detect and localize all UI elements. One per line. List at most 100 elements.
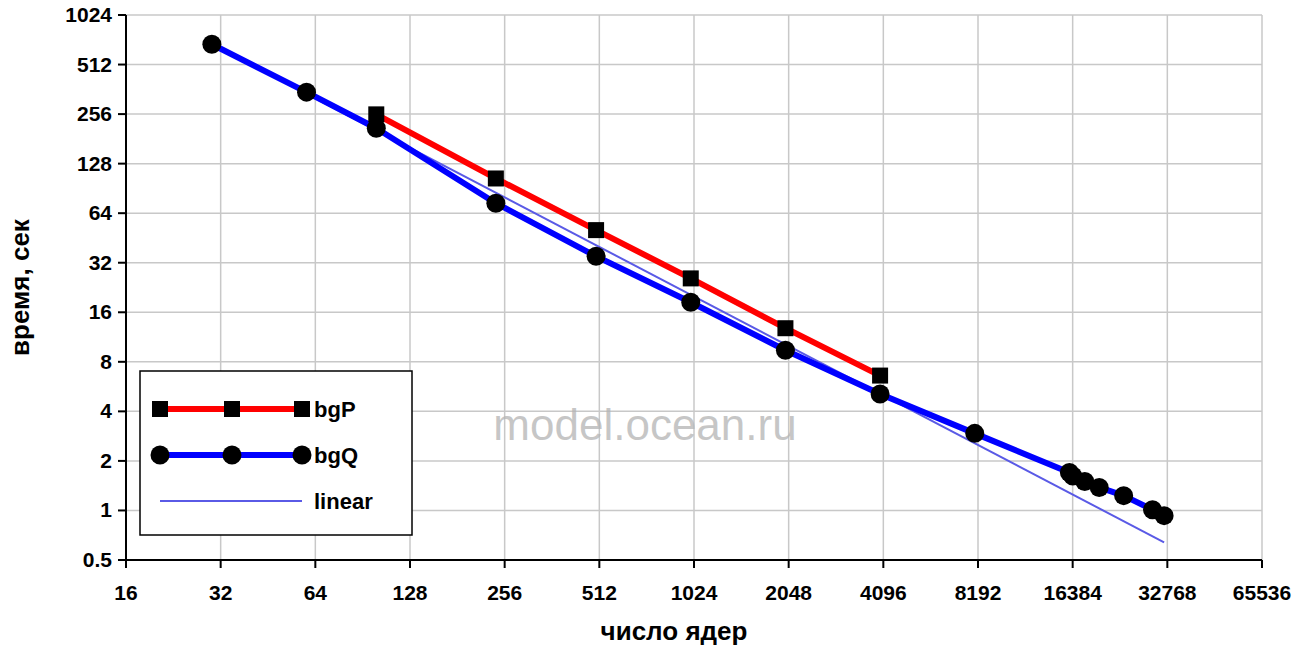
legend-box: [140, 371, 412, 535]
grid-line-y: [126, 14, 1262, 16]
y-tick: [118, 163, 126, 165]
x-tick-label: 8192: [955, 581, 1002, 604]
y-tick: [118, 460, 126, 462]
series-marker: [488, 170, 504, 186]
x-tick: [409, 560, 411, 568]
y-tick: [118, 410, 126, 412]
y-tick: [118, 262, 126, 264]
series-marker: [202, 35, 221, 54]
y-tick-label: 1: [100, 498, 112, 521]
grid-line-y: [126, 64, 1262, 66]
x-tick-label: 32768: [1138, 581, 1197, 604]
x-tick-label: 1024: [671, 581, 718, 604]
y-axis-label: время, сек: [5, 218, 35, 356]
grid-line-x: [693, 15, 695, 560]
legend-line: [160, 500, 302, 502]
x-tick-label: 4096: [860, 581, 907, 604]
grid-line-x: [125, 15, 127, 560]
watermark: model.ocean.ru: [493, 400, 796, 449]
y-tick-label: 16: [89, 300, 112, 323]
grid-line-y: [126, 262, 1262, 264]
series-line: [376, 114, 880, 375]
series-marker: [486, 194, 505, 213]
legend-label: linear: [314, 489, 373, 514]
x-tick: [1261, 560, 1263, 568]
x-tick: [788, 560, 790, 568]
grid-line-x: [1167, 15, 1169, 560]
x-tick: [693, 560, 695, 568]
y-tick-label: 2: [100, 449, 112, 472]
series-marker: [587, 247, 606, 266]
x-tick: [504, 560, 506, 568]
series-marker: [297, 83, 316, 102]
y-tick-label: 32: [89, 251, 112, 274]
y-tick: [118, 14, 126, 16]
y-tick-label: 64: [89, 201, 113, 224]
series-marker: [683, 270, 699, 286]
background: [0, 0, 1302, 650]
legend-marker: [152, 401, 168, 417]
grid-line-x: [599, 15, 601, 560]
legend-marker: [151, 446, 170, 465]
x-tick: [1072, 560, 1074, 568]
grid-line-y: [126, 212, 1262, 214]
x-tick-label: 16: [114, 581, 137, 604]
legend: bgPbgQlinear: [140, 371, 412, 535]
x-tick-label: 512: [582, 581, 617, 604]
legend-marker: [224, 401, 240, 417]
markers: [202, 35, 1173, 525]
series-marker: [1155, 506, 1174, 525]
series-marker: [965, 424, 984, 443]
x-tick-label: 128: [392, 581, 427, 604]
x-tick: [220, 560, 222, 568]
y-tick: [118, 361, 126, 363]
legend-marker: [293, 446, 312, 465]
x-tick-label: 256: [487, 581, 522, 604]
x-tick-label: 32: [209, 581, 232, 604]
x-tick-label: 2048: [765, 581, 812, 604]
y-tick: [118, 559, 126, 561]
y-tick-label: 0.5: [83, 548, 113, 571]
x-tick: [314, 560, 316, 568]
y-tick: [118, 212, 126, 214]
grid-line-y: [126, 312, 1262, 314]
y-tick-label: 128: [77, 152, 112, 175]
series-marker: [777, 320, 793, 336]
grid-line-x: [1261, 15, 1263, 560]
y-tick: [118, 113, 126, 115]
grid-line-x: [883, 15, 885, 560]
legend-label: bgQ: [314, 443, 358, 468]
series-line: [212, 44, 1164, 542]
lines: [212, 44, 1164, 542]
series-marker: [1114, 486, 1133, 505]
y-tick: [118, 509, 126, 511]
x-tick: [977, 560, 979, 568]
x-tick: [882, 560, 884, 568]
grid-line-y: [126, 361, 1262, 363]
grid-line-x: [977, 15, 979, 560]
series-marker: [871, 384, 890, 403]
grid-line-x: [504, 15, 506, 560]
plot-area: [202, 35, 1173, 543]
x-tick: [125, 560, 127, 568]
y-tick: [118, 64, 126, 66]
x-tick-label: 16384: [1043, 581, 1102, 604]
x-tick-label: 65536: [1233, 581, 1291, 604]
y-tick-label: 1024: [65, 3, 112, 26]
y-tick: [118, 311, 126, 313]
series-marker: [367, 119, 386, 138]
y-tick-label: 512: [77, 53, 112, 76]
series-marker: [588, 222, 604, 238]
series-marker: [1090, 478, 1109, 497]
y-tick-label: 8: [100, 350, 112, 373]
y-tick-label: 4: [100, 399, 112, 422]
x-axis-label: число ядер: [601, 616, 748, 646]
series-marker: [872, 368, 888, 384]
series-marker: [776, 341, 795, 360]
x-tick: [598, 560, 600, 568]
series-marker: [681, 293, 700, 312]
legend-marker: [223, 446, 242, 465]
grid-line-y: [126, 163, 1262, 165]
y-axis: [125, 15, 127, 560]
chart: 1632641282565121024204840968192163843276…: [0, 0, 1302, 650]
